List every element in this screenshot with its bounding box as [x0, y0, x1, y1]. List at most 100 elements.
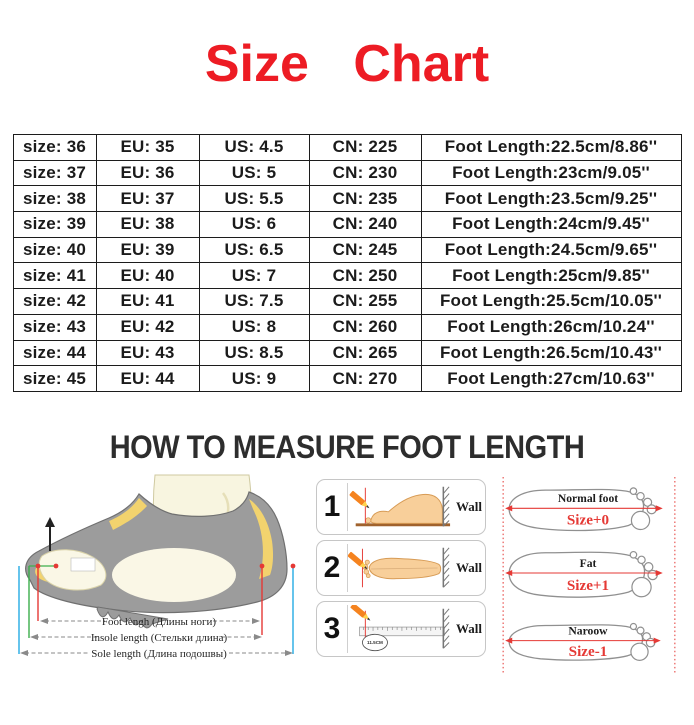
foot-center-line	[371, 567, 438, 570]
wall-label: Wall	[455, 559, 482, 575]
cell-cn: CN: 235	[308, 185, 422, 213]
cell-eu: EU: 39	[95, 236, 200, 264]
cell-us: US: 6.5	[198, 236, 310, 264]
foot-type-name: Normal foot	[558, 492, 618, 505]
table-row: size: 39 EU: 38 US: 6 CN: 240 Foot Lengt…	[12, 211, 682, 238]
foot-outline	[508, 624, 644, 661]
toes	[629, 487, 657, 531]
measure-illustrations: Foot lengh (Длины ноги) Insole length (С…	[0, 471, 694, 680]
cell-cn: CN: 230	[308, 159, 422, 187]
cell-us: US: 7.5	[198, 288, 310, 315]
cell-us: US: 5.5	[198, 185, 310, 213]
foot-types-svg: Normal foot Size+0 Fat Size+1	[502, 476, 676, 675]
table-row: size: 37 EU: 36 US: 5 CN: 230 Foot Lengt…	[12, 159, 682, 187]
cell-cn: CN: 260	[308, 313, 422, 341]
foot-type-fat: Fat Size+1	[505, 550, 663, 598]
up-arrow	[45, 516, 55, 551]
wall-label: Wall	[455, 620, 482, 636]
cell-foot-length: Foot Length:25cm/9.85''	[420, 262, 682, 290]
cell-us: US: 8	[198, 313, 310, 341]
foot-type-normal: Normal foot Size+0	[505, 487, 663, 532]
page-title: Size Chart	[204, 35, 490, 93]
cell-eu: EU: 44	[95, 365, 200, 392]
cell-size: size: 42	[12, 288, 97, 315]
tongue-lining	[109, 497, 147, 530]
step-number: 1	[323, 489, 341, 523]
toe-notch	[70, 557, 96, 572]
pencil-icon	[350, 604, 371, 621]
divider	[347, 543, 348, 592]
cell-eu: EU: 41	[95, 288, 200, 315]
cell-foot-length: Foot Length:24cm/9.45''	[420, 211, 682, 238]
cell-eu: EU: 38	[95, 211, 200, 238]
foot-outline	[508, 488, 645, 532]
table-row: size: 44 EU: 43 US: 8.5 CN: 265 Foot Len…	[12, 339, 682, 367]
foot-side-view	[370, 493, 443, 524]
size-table: size: 36 EU: 35 US: 4.5 CN: 225 Foot Len…	[12, 134, 682, 392]
cell-cn: CN: 225	[308, 134, 422, 161]
pencil-icon	[349, 490, 370, 509]
cell-foot-length: Foot Length:27cm/10.63''	[420, 365, 682, 392]
cell-cn: CN: 270	[308, 365, 422, 392]
cell-foot-length: Foot Length:26cm/10.24''	[420, 313, 682, 341]
cell-size: size: 39	[12, 211, 97, 238]
step-card-1: 1	[316, 478, 486, 535]
table-row: size: 40 EU: 39 US: 6.5 CN: 245 Foot Len…	[12, 236, 682, 264]
step-card-2: 2	[316, 539, 486, 596]
cell-us: US: 6	[198, 211, 310, 238]
cell-eu: EU: 36	[95, 159, 200, 187]
step-1-illustration	[348, 480, 453, 534]
cell-foot-length: Foot Length:23cm/9.05''	[420, 159, 682, 187]
shoe-diagram: Foot lengh (Длины ноги) Insole length (С…	[8, 471, 310, 676]
step-2-illustration	[348, 541, 453, 595]
leader-lines	[20, 617, 293, 656]
pencil-icon	[348, 551, 368, 570]
cell-size: size: 41	[12, 262, 97, 290]
cell-size: size: 43	[12, 313, 97, 341]
cell-size: size: 38	[12, 185, 97, 213]
sole-tread	[96, 606, 169, 629]
foot-type-name: Fat	[580, 557, 597, 570]
step-card-3: 3 11.5CM	[316, 600, 486, 657]
cell-size: size: 40	[12, 236, 97, 264]
cell-cn: CN: 250	[308, 262, 422, 290]
cell-eu: EU: 40	[95, 262, 200, 290]
ruler-value-bubble	[362, 633, 388, 651]
step-number: 2	[323, 550, 341, 584]
wall-hatch	[442, 486, 450, 527]
foot-types: Normal foot Size+0 Fat Size+1	[494, 476, 684, 680]
cell-us: US: 9	[198, 365, 310, 392]
wall-label: Wall	[455, 498, 482, 514]
step-number: 3	[323, 611, 341, 645]
step-3-illustration: 11.5CM	[348, 602, 453, 656]
table-row: size: 45 EU: 44 US: 9 CN: 270 Foot Lengt…	[12, 365, 682, 392]
divider	[347, 604, 348, 653]
table-row: size: 38 EU: 37 US: 5.5 CN: 235 Foot Len…	[12, 185, 682, 213]
shoe-diagram-svg: Foot lengh (Длины ноги) Insole length (С…	[18, 474, 296, 660]
cell-foot-length: Foot Length:25.5cm/10.05''	[420, 288, 682, 315]
ruler-ticks	[363, 626, 441, 631]
toe-dot	[365, 517, 372, 524]
measure-steps: 1	[316, 478, 488, 657]
wall-hatch	[442, 547, 450, 588]
cell-cn: CN: 245	[308, 236, 422, 264]
sole-length-label: Sole length (Длина подошвы)	[91, 648, 227, 660]
cell-size: size: 36	[12, 134, 97, 161]
foot-type-size: Size+1	[567, 577, 609, 594]
cell-eu: EU: 35	[95, 134, 200, 161]
foot-length-label: Foot lengh (Длины ноги)	[102, 616, 216, 628]
cell-size: size: 45	[12, 365, 97, 392]
table-row: size: 36 EU: 35 US: 4.5 CN: 225 Foot Len…	[12, 134, 682, 161]
cell-size: size: 44	[12, 339, 97, 367]
cell-us: US: 7	[198, 262, 310, 290]
wall-hatch	[442, 608, 450, 649]
cell-eu: EU: 42	[95, 313, 200, 341]
ground-line	[355, 523, 451, 527]
cell-cn: CN: 255	[308, 288, 422, 315]
cell-cn: CN: 265	[308, 339, 422, 367]
measure-heading: HOW TO MEASURE FOOT LENGTH	[109, 429, 585, 466]
cell-cn: CN: 240	[308, 211, 422, 238]
toes	[629, 550, 658, 598]
insole-length-label: Insole length (Стельки длина)	[91, 632, 228, 644]
cell-eu: EU: 37	[95, 185, 200, 213]
